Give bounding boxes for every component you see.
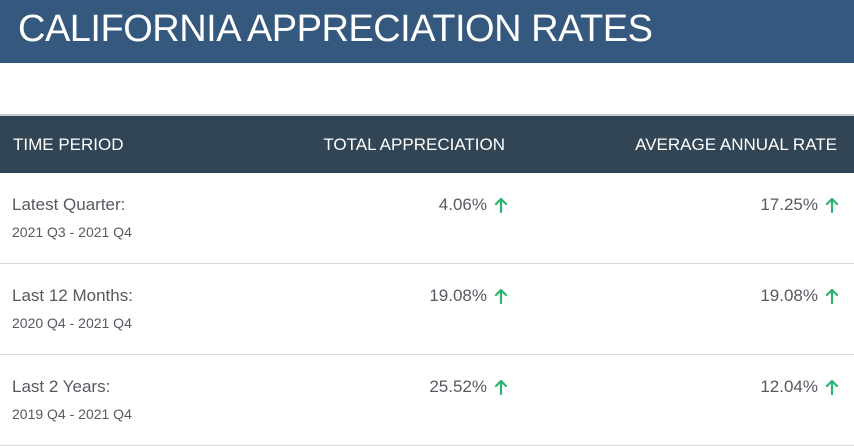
total-appreciation-value: 4.06%	[439, 195, 508, 215]
total-appreciation-text: 25.52%	[429, 377, 487, 396]
average-annual-rate-text: 19.08%	[760, 286, 818, 305]
average-annual-rate-value: 12.04%	[760, 377, 839, 397]
table-row: Latest Quarter: 2021 Q3 - 2021 Q4 4.06% …	[0, 173, 854, 264]
period-range: 2020 Q4 - 2021 Q4	[12, 315, 132, 331]
average-annual-rate-text: 12.04%	[760, 377, 818, 396]
period-range: 2021 Q3 - 2021 Q4	[12, 224, 132, 240]
column-header-total-appreciation: TOTAL APPRECIATION	[323, 135, 505, 154]
up-arrow-icon	[825, 197, 839, 213]
page-title: CALIFORNIA APPRECIATION RATES	[18, 8, 653, 50]
period-label: Latest Quarter:	[12, 195, 126, 214]
up-arrow-icon	[825, 379, 839, 395]
up-arrow-icon	[494, 379, 508, 395]
up-arrow-icon	[825, 288, 839, 304]
title-bar: CALIFORNIA APPRECIATION RATES	[0, 0, 854, 63]
table-row: Last 12 Months: 2020 Q4 - 2021 Q4 19.08%…	[0, 264, 854, 355]
table-row: Last 2 Years: 2019 Q4 - 2021 Q4 25.52% 1…	[0, 355, 854, 446]
average-annual-rate-value: 17.25%	[760, 195, 839, 215]
total-appreciation-value: 19.08%	[429, 286, 508, 306]
period-label: Last 2 Years:	[12, 377, 111, 396]
period-label: Last 12 Months:	[12, 286, 133, 305]
up-arrow-icon	[494, 288, 508, 304]
period-range: 2019 Q4 - 2021 Q4	[12, 406, 132, 422]
total-appreciation-text: 19.08%	[429, 286, 487, 305]
total-appreciation-text: 4.06%	[438, 195, 487, 214]
total-appreciation-value: 25.52%	[429, 377, 508, 397]
table-header: TIME PERIOD TOTAL APPRECIATION AVERAGE A…	[0, 114, 854, 173]
appreciation-table: TIME PERIOD TOTAL APPRECIATION AVERAGE A…	[0, 114, 854, 446]
up-arrow-icon	[494, 197, 508, 213]
column-header-time-period: TIME PERIOD	[13, 135, 124, 154]
average-annual-rate-text: 17.25%	[760, 195, 818, 214]
column-header-average-annual-rate: AVERAGE ANNUAL RATE	[635, 135, 837, 154]
average-annual-rate-value: 19.08%	[760, 286, 839, 306]
